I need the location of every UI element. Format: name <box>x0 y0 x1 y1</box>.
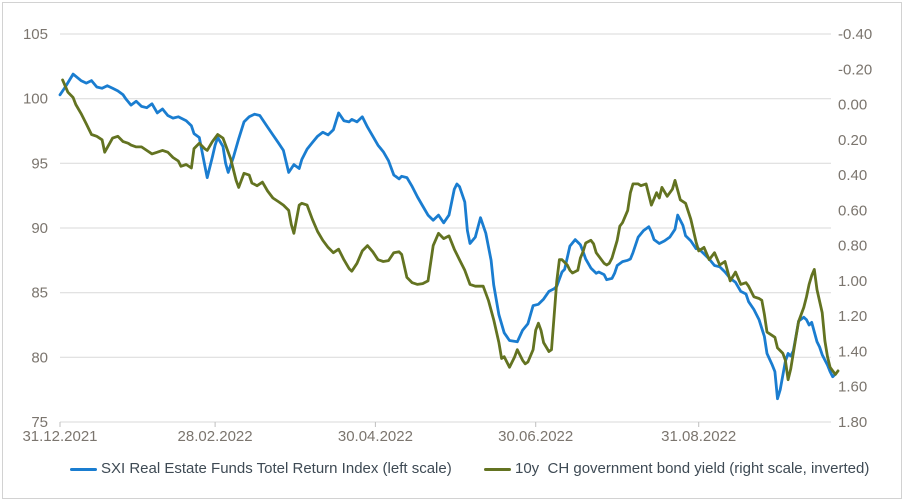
x-axis-ticks <box>59 422 700 427</box>
y-right-tick-label: -0.20 <box>838 61 872 78</box>
y-right-tick-label: 1.20 <box>838 308 867 325</box>
legend-swatch-bond <box>484 467 511 471</box>
y-left-tick-label: 80 <box>31 349 48 366</box>
y-right-tick-label: 0.40 <box>838 167 867 184</box>
y-right-tick-label: 0.20 <box>838 132 867 149</box>
y-right-tick-label: -0.40 <box>838 26 872 43</box>
legend-label-sxi: SXI Real Estate Funds Totel Return Index… <box>101 460 452 477</box>
y-left-tick-label: 95 <box>31 155 48 172</box>
y-left-tick-label: 100 <box>23 91 48 108</box>
series-line-bond-yield <box>61 78 840 382</box>
legend-label-bond: 10y CH government bond yield (right scal… <box>515 460 870 477</box>
y-left-tick-label: 90 <box>31 220 48 237</box>
y-right-tick-label: 0.00 <box>838 97 867 114</box>
y-right-tick-label: 1.60 <box>838 379 867 396</box>
y-right-tick-label: 1.80 <box>838 414 867 431</box>
legend-swatch-sxi <box>70 467 97 471</box>
y-axis-left-labels: 105 100 95 90 85 80 75 <box>23 26 48 431</box>
legend-item-bond: 10y CH government bond yield (right scal… <box>484 459 869 479</box>
y-left-tick-label: 105 <box>23 26 48 43</box>
x-axis-labels: 31.12.2021 28.02.2022 30.04.2022 30.06.2022… <box>22 428 736 445</box>
y-left-tick-label: 75 <box>31 414 48 431</box>
y-right-tick-label: 0.60 <box>838 202 867 219</box>
x-tick-label: 28.02.2022 <box>178 428 253 445</box>
legend-item-sxi: SXI Real Estate Funds Totel Return Index… <box>70 459 452 479</box>
x-tick-label: 30.04.2022 <box>338 428 413 445</box>
y-right-tick-label: 0.80 <box>838 238 867 255</box>
x-tick-label: 31.12.2021 <box>22 428 97 445</box>
y-left-tick-label: 85 <box>31 285 48 302</box>
y-right-tick-label: 1.40 <box>838 343 867 360</box>
y-right-tick-label: 1.00 <box>838 273 867 290</box>
y-axis-right-labels: -0.40 -0.20 0.00 0.20 0.40 0.60 0.80 1.00 1.20 1.… <box>838 26 872 431</box>
series-lines <box>58 72 840 401</box>
series-line-sxi-index <box>58 72 837 401</box>
x-tick-label: 31.08.2022 <box>661 428 736 445</box>
x-tick-label: 30.06.2022 <box>498 428 573 445</box>
gridlines <box>60 33 831 423</box>
